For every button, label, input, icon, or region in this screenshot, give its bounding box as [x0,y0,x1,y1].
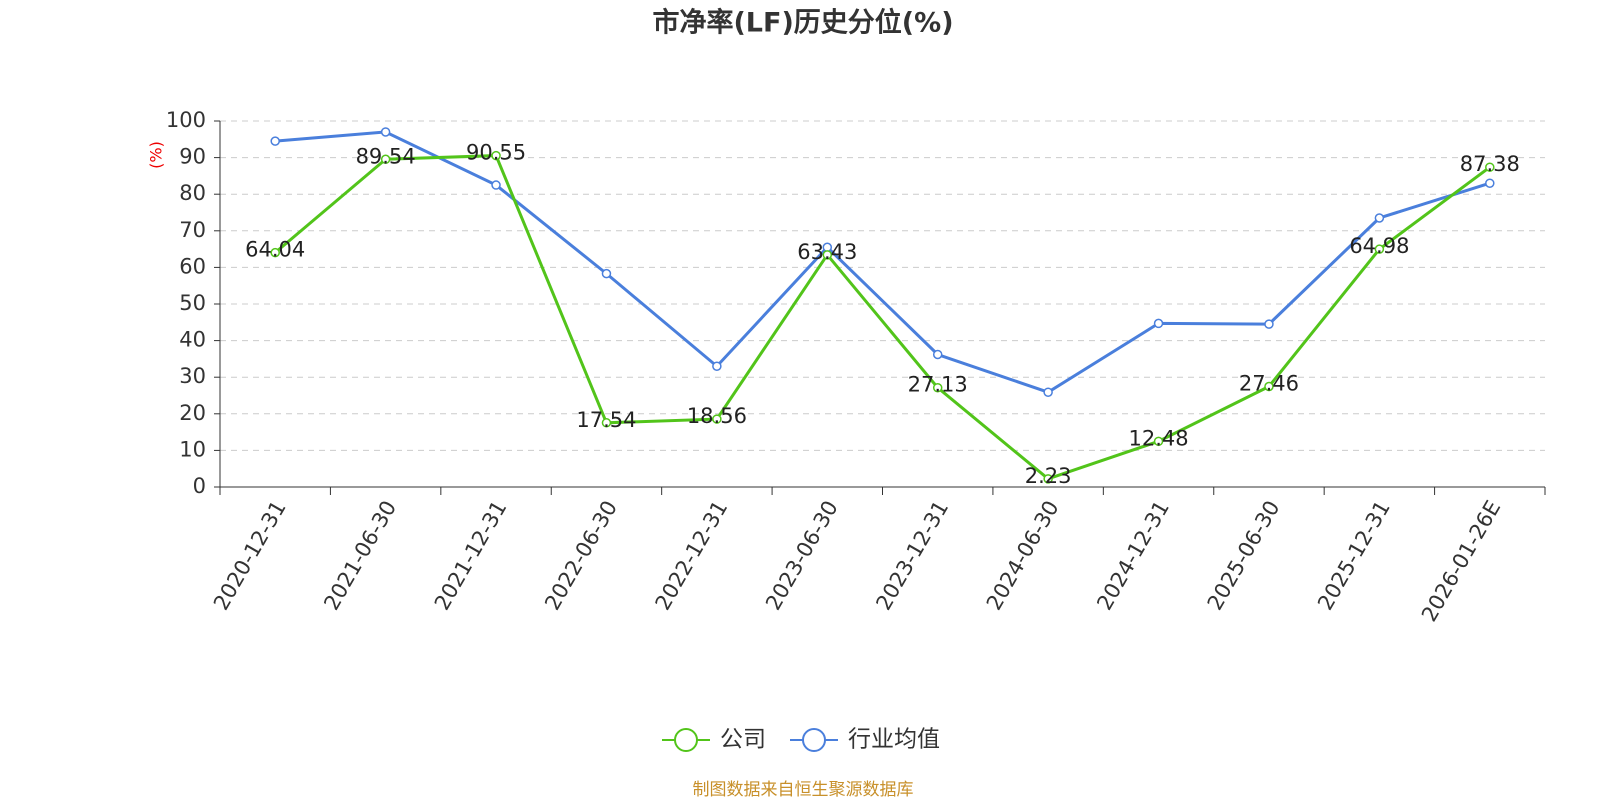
y-tick-label: 10 [179,437,206,461]
point [1153,318,1164,329]
point [1374,244,1385,254]
point [601,268,612,279]
point [1153,436,1164,447]
x-tick-label: 2020-12-31 [209,497,291,615]
data-label: 63.43 [797,240,857,264]
x-tick-label: 2026-01-26E [1417,497,1505,626]
point [1264,381,1274,392]
legend-label: 公司 [720,727,766,753]
point [1485,162,1495,172]
data-label: 90.55 [466,141,526,165]
y-tick-label: 60 [179,254,206,278]
point [932,349,943,360]
y-tick-label: 70 [179,218,206,242]
series-line [275,130,1491,394]
series-line [274,154,1491,481]
y-tick-label: 30 [179,364,206,388]
y-tick-label: 20 [179,401,206,425]
data-label: 17.54 [576,408,636,432]
point [380,127,391,137]
point [491,180,501,190]
y-tick-label: 100 [166,108,206,132]
y-tick-label: 40 [179,328,206,352]
x-tick-label: 2023-12-31 [871,496,953,614]
x-tick-label: 2022-06-30 [540,497,622,615]
y-axis-label: (%) [147,141,166,169]
data-label: 27.46 [1239,371,1299,395]
x-tick-label: 2023-06-30 [761,497,843,615]
data-label: 64.04 [245,238,305,262]
data-label: 2.23 [1025,464,1072,488]
point [270,136,280,146]
y-tick-label: 90 [179,145,206,169]
point [1485,178,1495,188]
point [712,361,722,371]
chart-title: 市净率(LF)历史分位(%) [652,7,953,39]
legend-marker [674,728,698,752]
data-label: 27.13 [908,373,968,397]
data-label: 64.98 [1349,234,1409,258]
point [601,418,612,428]
x-tick-label: 2024-06-30 [982,497,1064,615]
point [1264,319,1274,329]
point [1043,474,1053,484]
y-tick-label: 50 [179,291,206,315]
legend-label: 行业均值 [848,727,940,753]
point [712,414,722,424]
point [380,154,391,165]
footer: 制图数据来自恒生聚源数据库 [693,780,914,800]
y-tick-label: 0 [193,474,206,498]
point [1043,387,1053,397]
x-tick-label: 2025-12-31 [1313,497,1395,615]
legend-marker [802,728,826,752]
data-label: 18.56 [687,404,747,428]
x-tick-label: 2025-06-30 [1203,497,1285,615]
point [932,382,943,393]
point [270,247,280,258]
data-label: 12.48 [1128,426,1188,450]
point [1374,213,1385,223]
x-tick-label: 2022-12-31 [651,497,733,615]
x-tick-label: 2021-06-30 [319,497,401,615]
point [491,150,501,161]
x-tick-label: 2021-12-31 [430,496,512,614]
x-tick-label: 2024-12-31 [1092,497,1174,615]
point [822,250,833,260]
data-label: 89.54 [356,144,416,168]
data-label: 87.38 [1460,152,1520,176]
y-tick-label: 80 [179,181,206,205]
